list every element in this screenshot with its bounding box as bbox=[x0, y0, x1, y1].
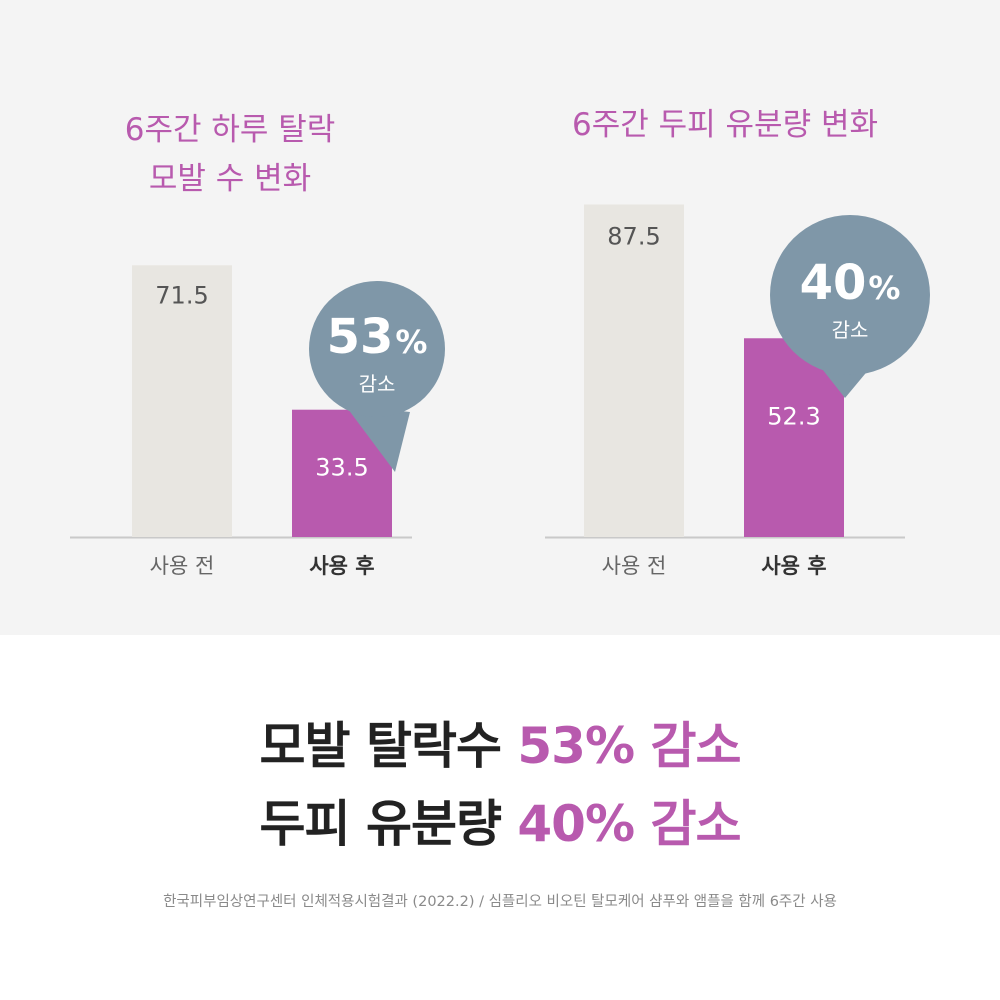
chart-scalp-oil-callout-percent: 40% bbox=[800, 255, 901, 311]
summary-headline-scalp-oil-text: 두피 유분량 bbox=[259, 795, 502, 853]
chart-hair-loss-category-before: 사용 전 bbox=[150, 554, 215, 578]
summary-headline-hair-loss: 모발 탈락수 53% 감소 bbox=[0, 706, 1000, 778]
chart-hair-loss-callout-percent: 53% bbox=[327, 309, 428, 365]
chart-scalp-oil-callout-bubble bbox=[770, 215, 930, 375]
source-footnote: 한국피부임상연구센터 인체적용시험결과 (2022.2) / 심플리오 비오틴 … bbox=[163, 894, 837, 910]
chart-scalp-oil-callout-unit: % bbox=[868, 269, 900, 307]
chart-hair-loss-value-label-before: 71.5 bbox=[155, 281, 208, 309]
chart-hair-loss-callout-value: 53 bbox=[327, 309, 394, 365]
chart-scalp-oil-value-label-after: 52.3 bbox=[767, 402, 820, 430]
chart-scalp-oil-value-label-before: 87.5 bbox=[607, 223, 660, 251]
summary-headline-scalp-oil: 두피 유분량 40% 감소 bbox=[0, 784, 1000, 856]
chart-scalp-oil-bar-before bbox=[584, 204, 684, 537]
chart-hair-loss-bar-before bbox=[132, 265, 232, 537]
chart-hair-loss-title-line-2: 모발 수 변화 bbox=[149, 161, 311, 197]
chart-hair-loss-callout-tail bbox=[345, 405, 410, 472]
chart-hair-loss-callout-unit: % bbox=[395, 323, 427, 361]
summary-headline-hair-loss-highlight: 53% 감소 bbox=[517, 717, 741, 775]
chart-hair-loss-title-line-1: 6주간 하루 탈락 bbox=[125, 112, 336, 148]
chart-scalp-oil-category-before: 사용 전 bbox=[602, 554, 667, 578]
summary-headline-hair-loss-text: 모발 탈락수 bbox=[259, 717, 502, 775]
chart-scalp-oil-title-line-1: 6주간 두피 유분량 변화 bbox=[572, 107, 878, 143]
chart-hair-loss-category-after: 사용 후 bbox=[309, 554, 374, 578]
chart-hair-loss-callout-bubble bbox=[309, 281, 445, 417]
chart-scalp-oil-callout-value: 40 bbox=[800, 255, 867, 311]
chart-scalp-oil-callout-text: 감소 bbox=[832, 318, 869, 342]
chart-hair-loss-callout-text: 감소 bbox=[359, 372, 396, 396]
summary-headline-scalp-oil-highlight: 40% 감소 bbox=[517, 795, 741, 853]
chart-hair-loss-value-label-after: 33.5 bbox=[315, 454, 368, 482]
chart-scalp-oil-category-after: 사용 후 bbox=[761, 554, 826, 578]
